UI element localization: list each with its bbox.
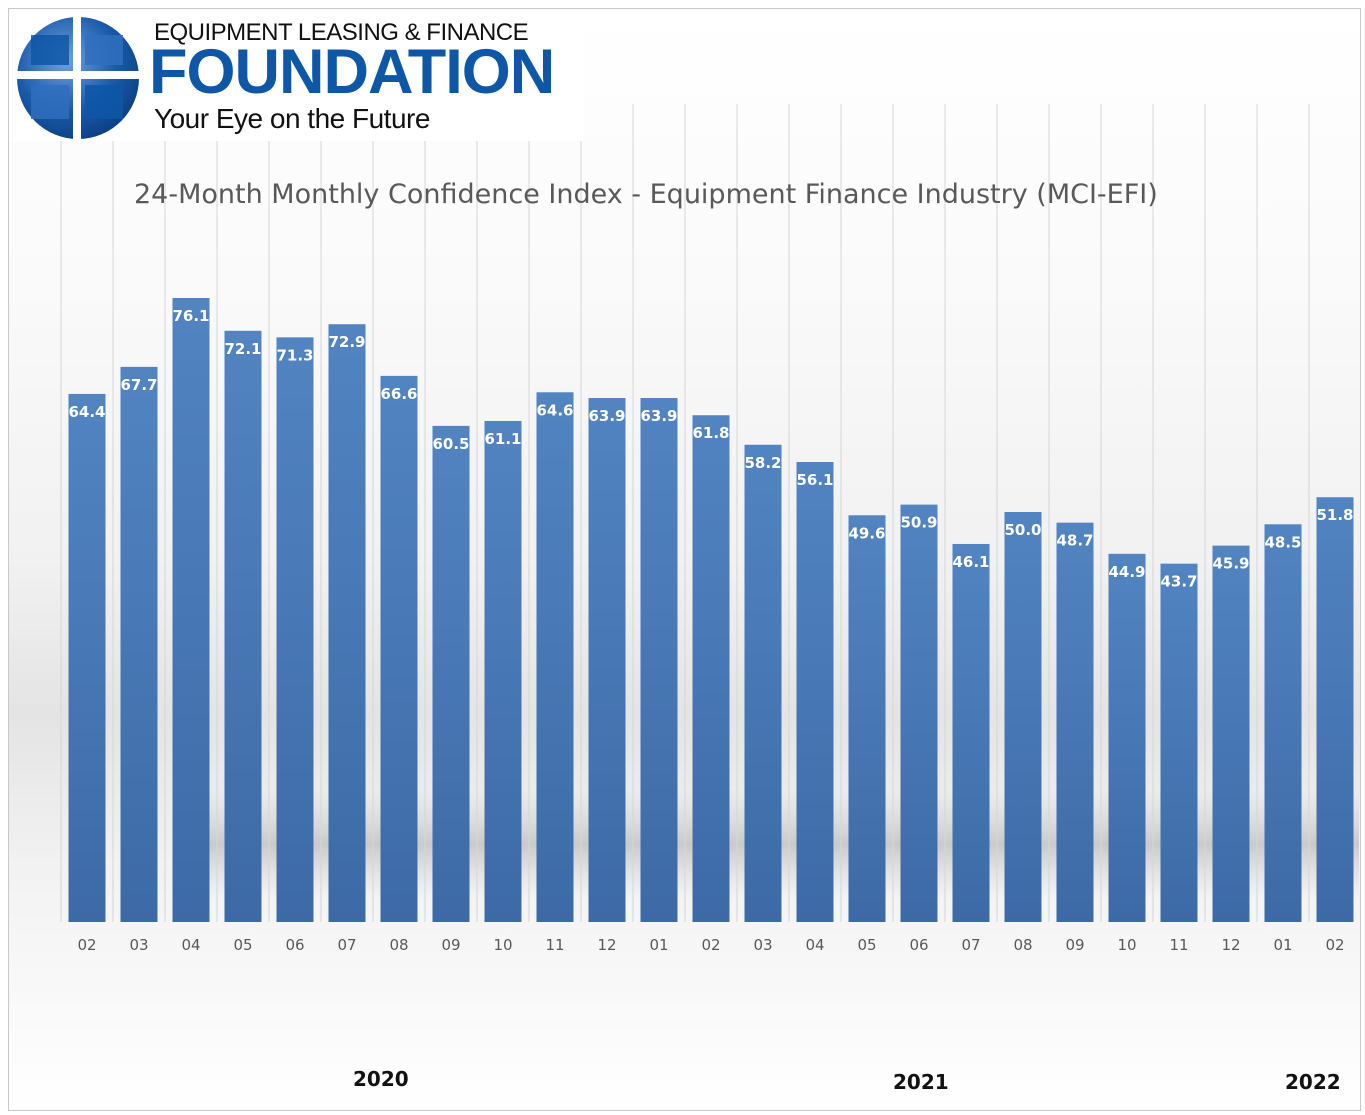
bar-22 (1212, 545, 1250, 922)
tick-label-8: 10 (493, 936, 512, 954)
tick-label-11: 01 (649, 936, 668, 954)
tick-label-19: 09 (1065, 936, 1084, 954)
tick-label-1: 03 (129, 936, 148, 954)
tick-label-9: 11 (545, 936, 564, 954)
logo-foundation-word: FOUNDATION (149, 37, 555, 107)
tick-label-21: 11 (1169, 936, 1188, 954)
data-label-18: 50.0 (1004, 521, 1041, 539)
data-label-3: 72.1 (224, 340, 261, 358)
bar-9 (536, 392, 574, 922)
year-label-2021: 2021 (893, 1070, 949, 1094)
chart-frame: 64.4 67.7 76.1 72.1 71.3 72.9 66.6 60.5 61.1 64.6… (8, 8, 1361, 1111)
tick-label-14: 04 (805, 936, 824, 954)
bar-3 (224, 330, 262, 922)
data-label-19: 48.7 (1056, 532, 1093, 550)
data-label-20: 44.9 (1108, 563, 1145, 581)
data-label-10: 63.9 (588, 407, 625, 425)
bar-14 (796, 461, 834, 922)
tick-label-15: 05 (857, 936, 876, 954)
tick-label-18: 08 (1013, 936, 1032, 954)
tick-label-0: 02 (77, 936, 96, 954)
bar-19 (1056, 522, 1094, 922)
data-label-5: 72.9 (328, 333, 365, 351)
year-label-2022: 2022 (1285, 1070, 1341, 1094)
bar-7 (432, 425, 470, 922)
bar-10 (588, 398, 626, 922)
bar-5 (328, 324, 366, 923)
data-label-16: 50.9 (900, 514, 937, 532)
bar-12 (692, 415, 730, 922)
tick-label-3: 05 (233, 936, 252, 954)
tick-label-12: 02 (701, 936, 720, 954)
tick-label-5: 07 (337, 936, 356, 954)
data-label-24: 51.8 (1316, 506, 1353, 524)
tick-label-13: 03 (753, 936, 772, 954)
data-label-1: 67.7 (120, 376, 157, 394)
logo-org-line: EQUIPMENT LEASING & FINANCE (154, 19, 529, 46)
bar-6 (380, 375, 418, 922)
data-label-14: 56.1 (796, 471, 833, 489)
chart-title: 24-Month Monthly Confidence Index - Equi… (134, 179, 1158, 210)
data-label-0: 64.4 (68, 403, 105, 421)
foundation-logo: EQUIPMENT LEASING & FINANCE FOUNDATION Y… (9, 9, 584, 141)
data-label-8: 61.1 (484, 430, 521, 448)
tick-label-6: 08 (389, 936, 408, 954)
bar-1 (120, 366, 158, 922)
data-label-21: 43.7 (1160, 573, 1197, 591)
data-label-7: 60.5 (432, 435, 469, 453)
data-label-12: 61.8 (692, 424, 729, 442)
tick-label-16: 06 (909, 936, 928, 954)
tick-label-7: 09 (441, 936, 460, 954)
tick-label-4: 06 (285, 936, 304, 954)
bar-24 (1316, 497, 1354, 922)
data-label-23: 48.5 (1264, 533, 1301, 551)
tick-label-2: 04 (181, 936, 200, 954)
bar-0 (68, 393, 106, 922)
data-label-11: 63.9 (640, 407, 677, 425)
bar-23 (1264, 524, 1302, 922)
tick-label-23: 01 (1273, 936, 1292, 954)
year-label-2020: 2020 (353, 1067, 409, 1091)
bar-13 (744, 444, 782, 922)
tick-label-24: 02 (1325, 936, 1344, 954)
logo-tagline: Your Eye on the Future (154, 103, 430, 134)
tick-label-22: 12 (1221, 936, 1240, 954)
data-label-4: 71.3 (276, 346, 313, 364)
bar-8 (484, 420, 522, 922)
bar-16 (900, 504, 938, 922)
data-label-13: 58.2 (744, 454, 781, 472)
tick-label-17: 07 (961, 936, 980, 954)
data-label-2: 76.1 (172, 307, 209, 325)
tick-label-10: 12 (597, 936, 616, 954)
bar-20 (1108, 553, 1146, 922)
bar-18 (1004, 512, 1042, 922)
data-label-17: 46.1 (952, 553, 989, 571)
bar-15 (848, 515, 886, 922)
bar-21 (1160, 563, 1198, 922)
bar-11 (640, 398, 678, 922)
bar-4 (276, 337, 314, 923)
data-label-9: 64.6 (536, 401, 573, 419)
data-label-22: 45.9 (1212, 555, 1249, 573)
data-label-15: 49.6 (848, 524, 885, 542)
data-label-6: 66.6 (380, 385, 417, 403)
globe-icon (17, 17, 139, 139)
tick-label-20: 10 (1117, 936, 1136, 954)
bar-chart: 64.4 67.7 76.1 72.1 71.3 72.9 66.6 60.5 61.1 64.6… (60, 104, 1359, 954)
bar-17 (952, 543, 990, 922)
bar-2 (172, 297, 210, 923)
